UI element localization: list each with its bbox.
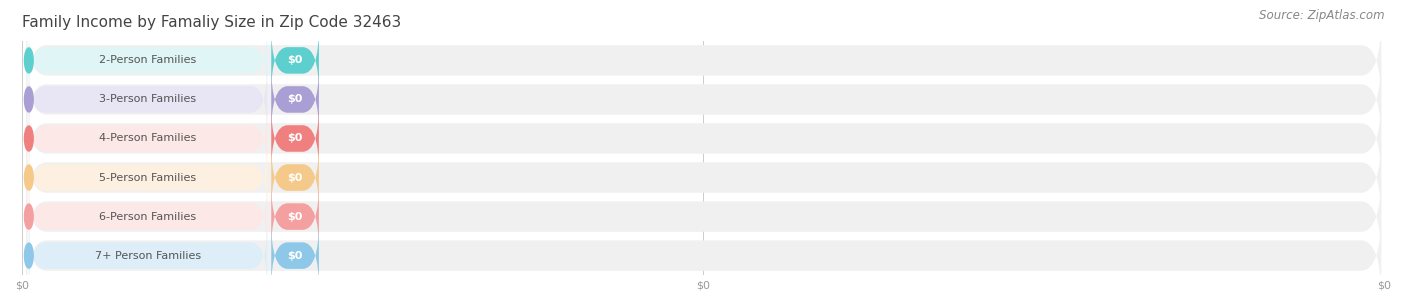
Circle shape (24, 243, 34, 268)
Circle shape (24, 126, 34, 151)
FancyBboxPatch shape (28, 222, 267, 289)
Circle shape (24, 165, 34, 190)
FancyBboxPatch shape (271, 66, 319, 133)
FancyBboxPatch shape (27, 95, 1381, 182)
FancyBboxPatch shape (27, 212, 1381, 299)
Text: 7+ Person Families: 7+ Person Families (96, 251, 201, 260)
FancyBboxPatch shape (28, 66, 267, 133)
FancyBboxPatch shape (271, 27, 319, 94)
Text: 2-Person Families: 2-Person Families (100, 56, 197, 65)
Text: 5-Person Families: 5-Person Families (100, 173, 197, 182)
FancyBboxPatch shape (27, 173, 1381, 260)
Text: 6-Person Families: 6-Person Families (100, 212, 197, 221)
Text: $0: $0 (287, 212, 302, 221)
FancyBboxPatch shape (271, 222, 319, 289)
FancyBboxPatch shape (27, 134, 1381, 221)
FancyBboxPatch shape (28, 105, 267, 172)
Circle shape (24, 87, 34, 112)
FancyBboxPatch shape (27, 56, 1381, 143)
Circle shape (24, 48, 34, 73)
Text: $0: $0 (287, 251, 302, 260)
Text: $0: $0 (287, 134, 302, 143)
FancyBboxPatch shape (271, 144, 319, 211)
FancyBboxPatch shape (28, 183, 267, 250)
Text: 4-Person Families: 4-Person Families (100, 134, 197, 143)
Text: $0: $0 (287, 173, 302, 182)
Text: Family Income by Famaliy Size in Zip Code 32463: Family Income by Famaliy Size in Zip Cod… (22, 15, 401, 30)
Text: Source: ZipAtlas.com: Source: ZipAtlas.com (1260, 9, 1385, 22)
FancyBboxPatch shape (271, 183, 319, 250)
Circle shape (24, 204, 34, 229)
Text: $0: $0 (287, 95, 302, 104)
Text: $0: $0 (287, 56, 302, 65)
FancyBboxPatch shape (28, 144, 267, 211)
FancyBboxPatch shape (27, 17, 1381, 104)
FancyBboxPatch shape (28, 27, 267, 94)
FancyBboxPatch shape (271, 105, 319, 172)
Text: 3-Person Families: 3-Person Families (100, 95, 197, 104)
